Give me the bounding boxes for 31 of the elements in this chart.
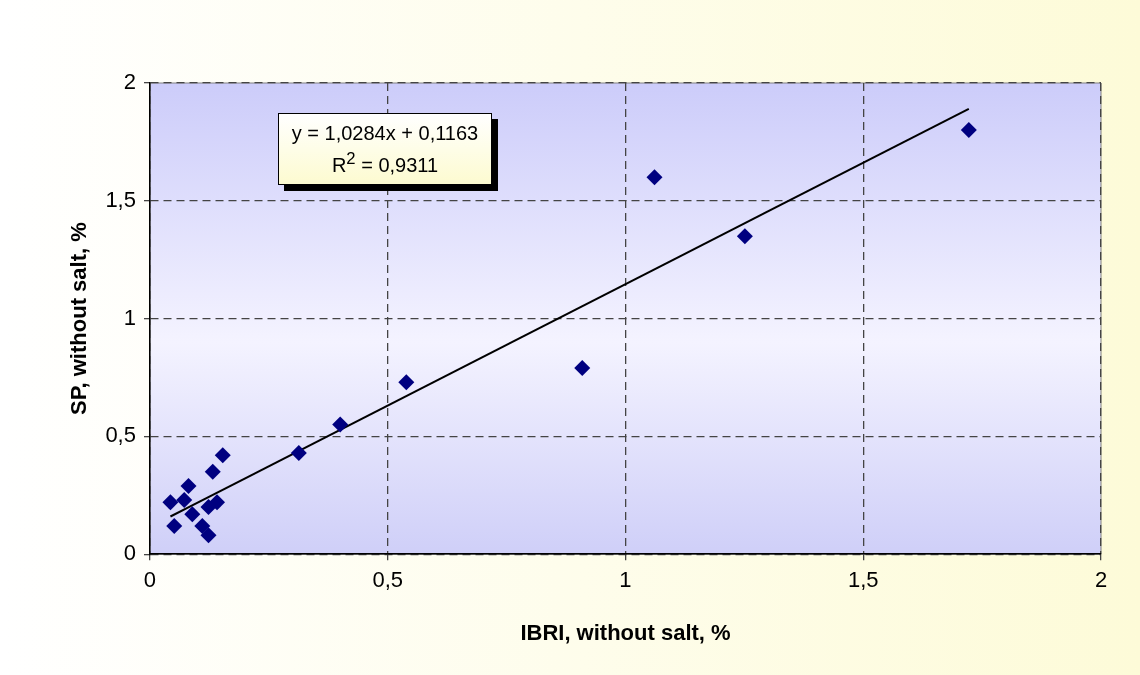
point: [290, 444, 307, 461]
point: [200, 527, 217, 544]
point: [180, 477, 197, 494]
point: [398, 374, 415, 391]
point: [736, 228, 753, 245]
y-tick-label: 0: [123, 540, 136, 566]
annotation: y = 1,0284x + 0,1163: [290, 121, 480, 146]
x-tick-label: 2: [1094, 567, 1108, 593]
annotation: R$^{2}$ = 0,9311: [330, 148, 440, 178]
y-tick-label: 2: [123, 69, 136, 95]
point: [194, 517, 211, 534]
x-tick-label: 0,5: [372, 567, 404, 593]
point: [166, 517, 183, 534]
y-tick-label: 1: [123, 304, 136, 330]
y-axis-title: SP, without salt, %: [66, 222, 92, 415]
x-tick-label: 0: [143, 567, 157, 593]
point: [162, 494, 179, 511]
point: [332, 416, 349, 433]
point: [184, 506, 201, 523]
point: [646, 169, 663, 186]
x-axis-title: IBRI, without salt, %: [520, 619, 731, 645]
x-tick-label: 1,5: [847, 567, 879, 593]
y-tick-label: 0,5: [105, 422, 136, 448]
point: [214, 447, 231, 464]
point: [204, 463, 221, 480]
point: [574, 360, 591, 377]
point: [209, 494, 226, 511]
y-tick-label: 1,5: [105, 186, 136, 212]
x-tick-label: 1: [619, 567, 632, 593]
point: [176, 492, 193, 509]
point: [960, 122, 977, 139]
